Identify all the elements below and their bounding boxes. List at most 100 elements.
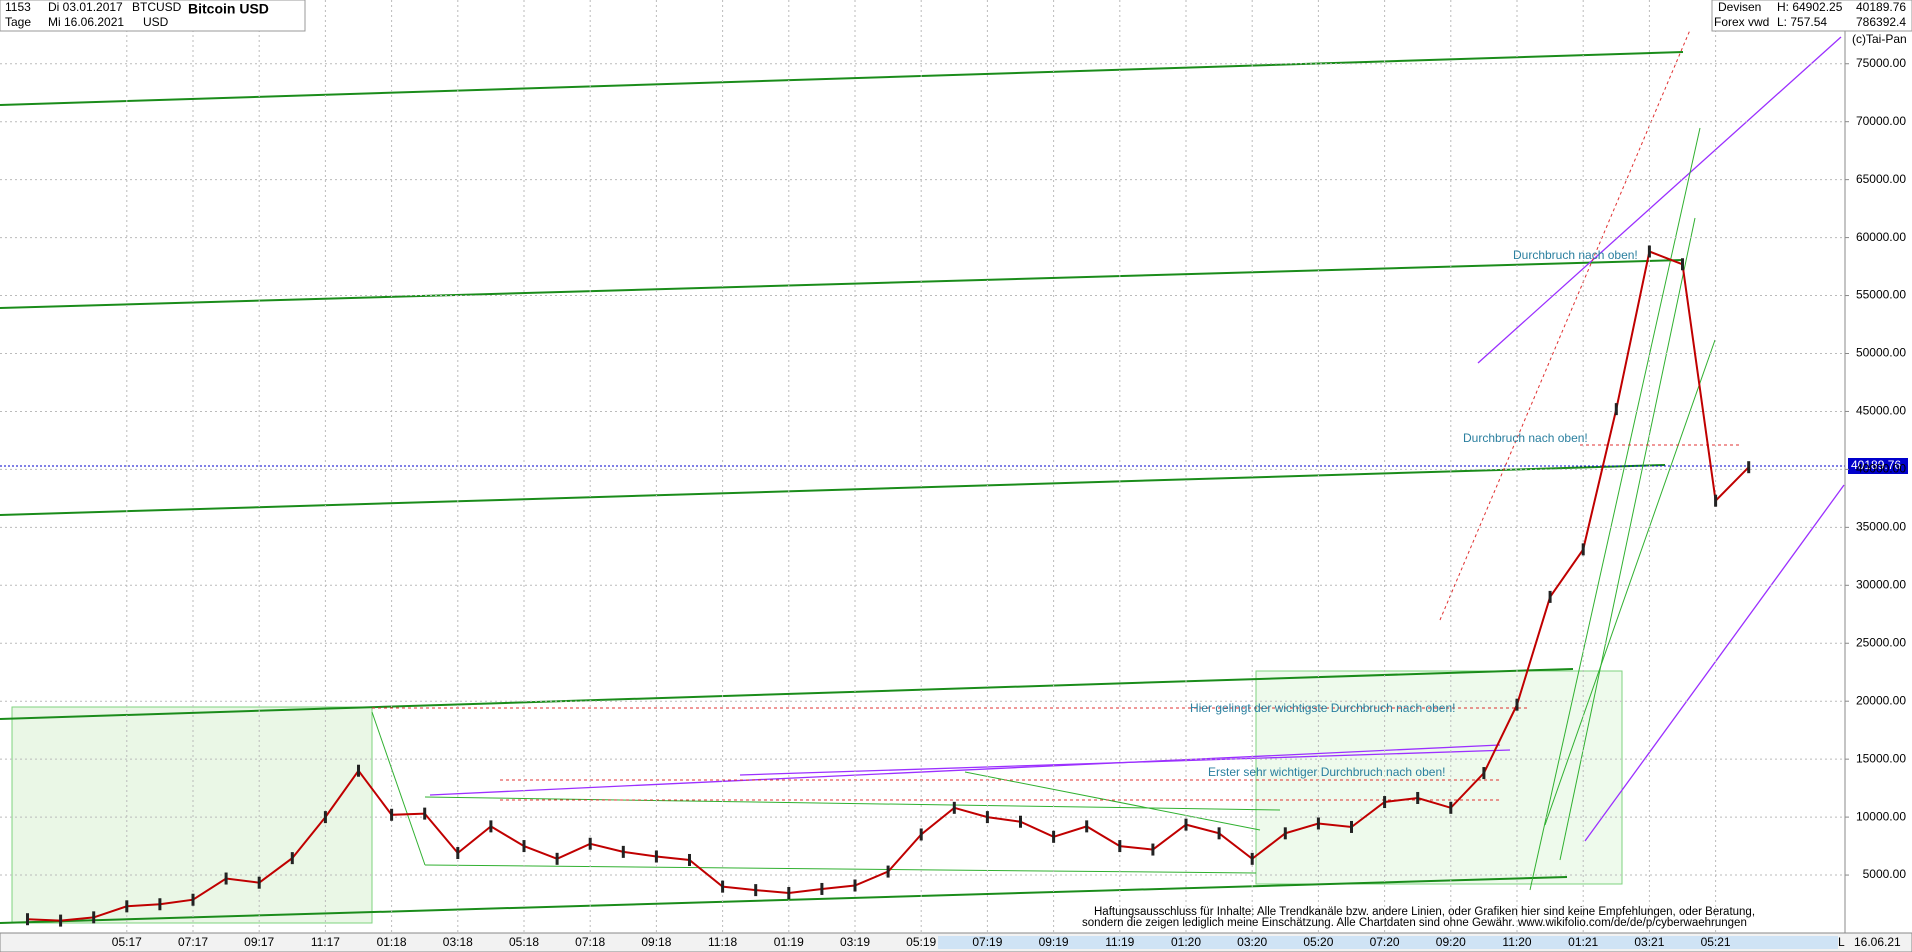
price-mark [1316,817,1320,830]
x-tick-label: 11:19 [1105,935,1134,949]
price-mark [423,807,427,820]
annotation: Durchbruch nach oben! [1513,248,1638,262]
volume: 786392.4 [1856,15,1906,29]
channel-box [1255,670,1623,885]
annotation: Erster sehr wichtiger Durchbruch nach ob… [1208,765,1445,779]
price-mark [224,872,228,885]
y-tick-label: 20000.00 [1856,693,1906,707]
price-mark [820,882,824,895]
price-mark [357,764,360,777]
price-mark [688,853,691,866]
price-mark [952,801,956,814]
y-tick-label: 70000.00 [1856,114,1906,128]
y-tick-label: 75000.00 [1856,56,1906,70]
price-mark [158,898,162,911]
x-tick-label: 09:20 [1436,935,1466,949]
price-mark [721,880,725,893]
y-tick-label: 10000.00 [1856,809,1906,823]
x-tick-label: 03:18 [443,935,473,949]
x-tick-label: 05:19 [906,935,936,949]
price-mark [1250,852,1254,865]
price-mark [257,876,261,889]
price-mark [588,837,592,850]
channel-box [11,706,373,924]
plot [0,0,1845,933]
x-tick-label: 11:17 [311,935,340,949]
x-tick-label: 05:21 [1701,935,1731,949]
header-from: Di 03.01.2017 [48,0,123,14]
price-mark [1283,827,1287,840]
header-symbol: BTCUSD [132,0,182,14]
price-mark [886,865,890,878]
annotation: Durchbruch nach oben! [1463,431,1588,445]
price-mark [1548,590,1552,603]
y-tick-label: 55000.00 [1856,288,1906,302]
price-mark [1085,820,1089,833]
y-tick-label: 40000.00 [1856,462,1906,476]
y-tick-label: 25000.00 [1856,635,1906,649]
price-mark [191,893,195,906]
x-tick-label: 01:20 [1171,935,1201,949]
range-bar [938,936,1838,949]
price-mark [456,847,460,860]
x-tick-label: 05:18 [509,935,539,949]
price-mark [1151,843,1155,856]
source: Forex vwd [1714,15,1769,29]
y-tick-label: 5000.00 [1863,867,1907,881]
price-mark [125,900,129,913]
x-tick-label: 09:19 [1039,935,1069,949]
dashed-lines [372,29,1740,801]
price-mark [853,879,857,892]
low: L: 757.54 [1777,15,1827,29]
y-tick-label: 35000.00 [1856,520,1906,534]
x-tick-label: 01:21 [1568,935,1598,949]
y-tick-label: 15000.00 [1856,751,1906,765]
x-tick-label: 03:21 [1634,935,1664,949]
header-id: 1153 [5,0,31,14]
x-tick-label: 03:19 [840,935,870,949]
price-mark [1449,801,1453,814]
disclaimer: sondern die zeigen lediglich meine Einsc… [1082,917,1747,929]
price-mark [92,911,96,924]
header-to: Mi 16.06.2021 [48,15,124,29]
disclaimer: Haftungsausschluss für Inhalte: Alle Tre… [1094,906,1755,918]
price-mark [787,887,791,900]
price-mark [1217,827,1221,840]
high: H: 64902.25 [1777,0,1843,14]
price-mark [1515,698,1519,711]
header-box [0,0,306,32]
price-mark [1482,767,1486,780]
price-mark [1614,403,1618,416]
market: Devisen [1718,0,1761,14]
x-tick-label: 05:20 [1303,935,1333,949]
x-tick-label: 01:18 [377,935,407,949]
price-mark [1681,258,1684,271]
last-price-box [1848,458,1908,474]
price-mark [621,845,625,858]
x-tick-label: 09:17 [244,935,274,949]
price-mark [1714,494,1718,507]
y-tick-label: 65000.00 [1856,172,1906,186]
x-tick-label: 07:18 [575,935,605,949]
copyright: (c)Tai-Pan [1852,32,1907,46]
header-period: Tage [5,15,31,29]
y-tick-label: 50000.00 [1856,346,1906,360]
price-mark [1019,815,1022,828]
price-mark [654,850,658,863]
purple-lines [429,36,1845,842]
x-tick-label: 09:18 [641,935,671,949]
price-mark [290,852,294,865]
price-mark [555,852,559,865]
price-mark [1581,543,1585,556]
x-tick-label: 03:20 [1237,935,1267,949]
price-mark [985,811,989,824]
header-right-box [1711,0,1912,32]
price-mark [1416,791,1420,804]
y-tick-label: 30000.00 [1856,577,1906,591]
price-mark [1647,245,1651,258]
price-mark [390,808,394,821]
price-mark [1184,818,1188,831]
last: 40189.76 [1856,0,1906,14]
trend-lines [0,51,1684,924]
